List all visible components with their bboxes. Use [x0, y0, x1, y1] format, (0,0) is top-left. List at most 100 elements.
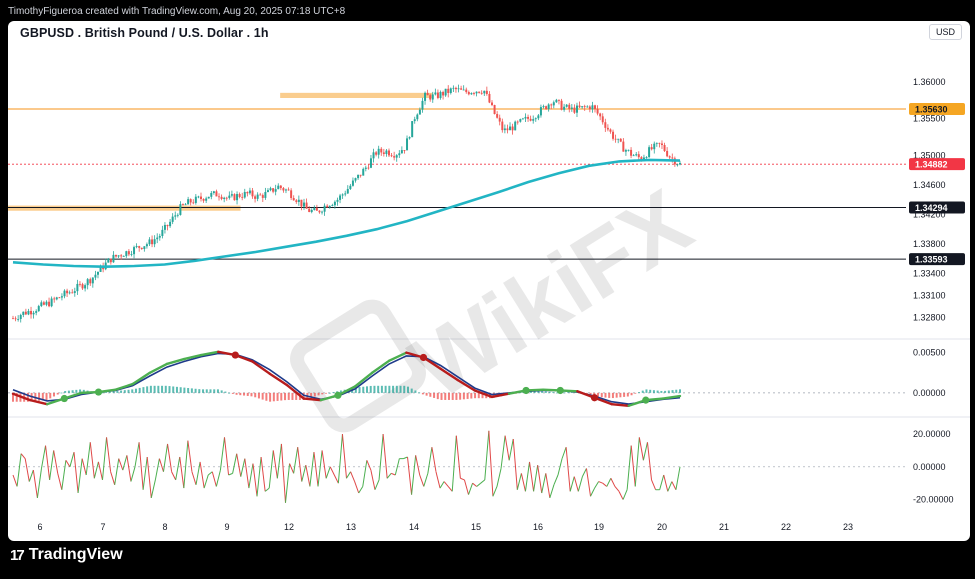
osc-segment: [167, 443, 173, 472]
candle-body: [290, 190, 293, 199]
osc-segment: [289, 463, 295, 474]
candle-body: [84, 285, 87, 289]
osc-segment: [394, 458, 400, 476]
candle-body: [161, 229, 164, 236]
osc-segment: [549, 484, 555, 499]
candles-group: [12, 84, 681, 323]
osc-segment: [301, 465, 307, 482]
osc-segment: [187, 440, 193, 472]
candle-body: [202, 199, 205, 201]
osc-segment: [341, 434, 347, 479]
macd-bar: [205, 389, 208, 393]
candle-body: [413, 119, 416, 122]
candle-body: [189, 199, 192, 203]
candle-body: [349, 185, 352, 189]
macd-bar: [198, 389, 201, 393]
candle-body: [254, 196, 257, 199]
candle-body: [315, 207, 318, 211]
candle-body: [45, 301, 48, 305]
price-axis-tick: 1.33100: [913, 290, 946, 300]
osc-segment: [602, 482, 608, 487]
candle-body: [617, 138, 620, 140]
candle-body: [89, 279, 92, 284]
symbol-title: GBPUSD . British Pound / U.S. Dollar . 1…: [20, 26, 269, 40]
macd-bar: [131, 389, 134, 393]
candle-body: [295, 200, 298, 202]
candle-body: [645, 157, 648, 158]
candle-body: [336, 199, 339, 202]
osc-segment: [626, 445, 632, 490]
candle-body: [78, 283, 81, 285]
macd-bar: [567, 392, 570, 393]
macd-bar: [257, 392, 260, 399]
candle-body: [158, 235, 161, 238]
macd-bar: [652, 390, 655, 393]
candle-body: [63, 290, 66, 297]
candle-body: [557, 99, 560, 101]
candle-body: [573, 107, 576, 113]
macd-bar: [105, 392, 108, 393]
candle-body: [653, 143, 656, 150]
macd-bar: [146, 386, 149, 393]
candle-body: [145, 244, 148, 247]
macd-bar: [600, 392, 603, 398]
currency-button[interactable]: USD: [928, 24, 962, 40]
macd-bar: [79, 389, 82, 393]
candle-body: [516, 121, 519, 123]
osc-segment: [455, 435, 461, 479]
osc-segment: [61, 460, 67, 490]
macd-bar: [675, 389, 678, 393]
candle-body: [223, 197, 226, 199]
candle-body: [385, 150, 388, 155]
macd-bar: [384, 385, 387, 393]
macd-bar: [556, 392, 559, 394]
osc-segment: [215, 469, 221, 487]
osc-segment: [460, 477, 465, 481]
candle-body: [599, 113, 602, 117]
macd-bar: [418, 392, 421, 394]
osc-segment: [126, 455, 132, 482]
macd-bar: [254, 392, 257, 398]
macd-bar: [563, 392, 566, 394]
macd-bar: [15, 392, 18, 402]
candle-body: [462, 89, 465, 91]
osc-segment: [634, 437, 640, 487]
candle-body: [596, 108, 599, 114]
macd-bar: [161, 385, 164, 393]
candle-body: [184, 204, 187, 206]
candle-body: [27, 310, 30, 315]
candle-body: [228, 195, 231, 198]
candle-body: [632, 155, 635, 157]
osc-segment: [569, 476, 575, 492]
macd-bar: [410, 388, 413, 393]
candle-body: [658, 142, 661, 144]
macd-bar: [168, 386, 171, 393]
candle-body: [76, 283, 79, 292]
candle-body: [163, 224, 166, 230]
macd-bar: [302, 392, 305, 400]
osc-segment: [219, 437, 225, 471]
candle-body: [351, 180, 354, 186]
osc-segment: [553, 474, 559, 486]
macd-bar: [321, 392, 324, 395]
macd-bar: [71, 390, 74, 393]
macd-fast-segment: [11, 392, 32, 402]
macd-bar: [626, 392, 629, 397]
osc-segment: [171, 471, 177, 481]
candle-body: [17, 319, 20, 320]
osc-segment: [162, 443, 169, 472]
osc-segment: [40, 445, 47, 469]
candle-body: [321, 211, 324, 213]
candle-body: [498, 117, 501, 122]
osc-segment: [472, 482, 477, 487]
macd-bar: [403, 385, 406, 393]
candle-body: [539, 107, 542, 116]
macd-bar: [455, 392, 458, 400]
macd-bar: [26, 392, 29, 402]
candle-body: [529, 118, 532, 121]
osc-segment: [32, 470, 38, 498]
osc-segment: [520, 473, 526, 492]
macd-bar: [477, 392, 480, 399]
candle-body: [480, 92, 483, 94]
price-chart-svg[interactable]: WikiFX1.360001.355001.350001.346001.3420…: [8, 21, 970, 541]
